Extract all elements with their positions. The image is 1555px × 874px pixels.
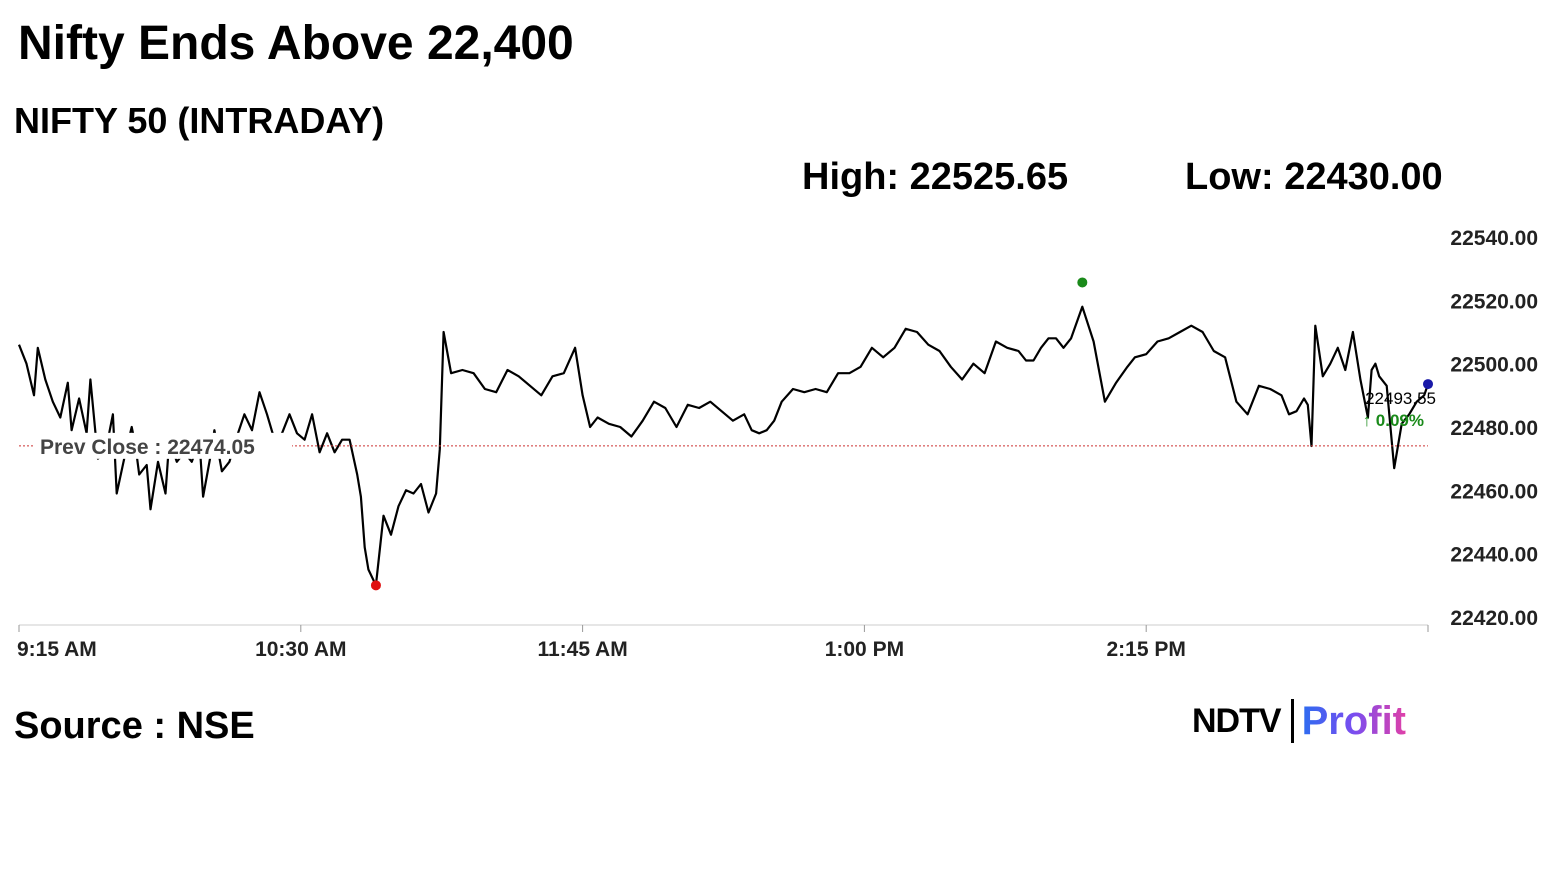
prev-close-label-bg	[34, 432, 292, 459]
last-change-label: ↑ 0.09%	[1363, 411, 1424, 430]
x-tick-label: 2:15 PM	[1107, 638, 1186, 661]
prev-close-group: Prev Close : 22474.05	[19, 432, 1428, 459]
prev-close-label: Prev Close : 22474.05	[40, 436, 255, 459]
x-tick-label: 10:30 AM	[255, 638, 346, 661]
day-high-stat: High: 22525.65	[802, 156, 1069, 198]
logo-divider	[1290, 699, 1294, 743]
page-title: Nifty Ends Above 22,400	[18, 17, 574, 70]
chart-markers	[370, 277, 1433, 591]
logo-ndtv-text: NDTV	[1192, 701, 1282, 740]
source-note: Source : NSE	[14, 705, 255, 747]
y-tick-label: 22540.00	[1450, 227, 1538, 250]
y-tick-label: 22440.00	[1450, 544, 1538, 567]
x-tick-label: 1:00 PM	[825, 638, 904, 661]
chart-subtitle: NIFTY 50 (INTRADAY)	[14, 100, 385, 141]
y-tick-label: 22480.00	[1450, 417, 1538, 440]
low-marker	[370, 580, 381, 591]
high-marker	[1077, 277, 1088, 288]
last-price-marker	[1423, 379, 1433, 390]
last-value-label: 22493.55	[1365, 389, 1436, 408]
y-tick-label: 22500.00	[1450, 354, 1538, 377]
ndtv-profit-logo: NDTV Profit	[1192, 697, 1406, 745]
logo-profit-text: Profit	[1301, 698, 1406, 743]
x-tick-label: 9:15 AM	[17, 638, 97, 661]
y-tick-label: 22520.00	[1450, 290, 1538, 313]
chart-axes: 22540.00 22520.00 22500.00 22480.00 22460.00…	[17, 227, 1538, 661]
y-tick-label: 22460.00	[1450, 480, 1538, 503]
day-low-stat: Low: 22430.00	[1185, 156, 1443, 198]
x-tick-label: 11:45 AM	[537, 638, 627, 661]
y-tick-label: 22420.00	[1450, 607, 1538, 630]
